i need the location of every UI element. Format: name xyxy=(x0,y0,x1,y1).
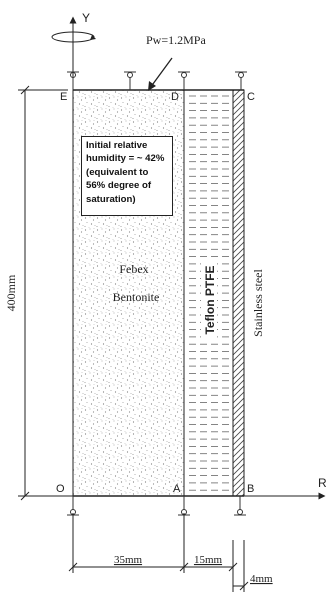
bottom-supports xyxy=(67,496,246,516)
steel-label: Stainless steel xyxy=(251,269,265,337)
bentonite-label-line2: Bentonite xyxy=(113,290,160,304)
width-bentonite-label: 35mm xyxy=(114,554,143,566)
r-axis-label: R xyxy=(318,476,327,490)
width-dimensions xyxy=(68,513,249,592)
height-dimension-label: 400mm xyxy=(4,274,18,311)
initial-humidity-note: Initial relative humidity = ~ 42% (equiv… xyxy=(81,136,173,216)
pressure-label: Pw=1.2MPa xyxy=(146,33,206,47)
steel-region xyxy=(232,89,245,497)
teflon-label: Teflon PTFE xyxy=(203,265,217,334)
point-b: B xyxy=(247,483,254,495)
y-axis-label: Y xyxy=(82,11,90,25)
height-dimension xyxy=(18,85,68,501)
point-a: A xyxy=(173,483,181,495)
top-supports xyxy=(67,71,247,90)
point-d: D xyxy=(171,91,179,103)
rotation-icon xyxy=(51,31,96,43)
point-c: C xyxy=(247,91,255,103)
point-o: O xyxy=(56,483,65,495)
width-steel-label: 4mm xyxy=(250,573,273,585)
bentonite-label-line1: Febex xyxy=(119,262,148,276)
pressure-arrow xyxy=(149,57,173,89)
teflon-label-bg xyxy=(201,262,217,342)
width-teflon-label: 15mm xyxy=(194,554,223,566)
point-e: E xyxy=(60,91,67,103)
